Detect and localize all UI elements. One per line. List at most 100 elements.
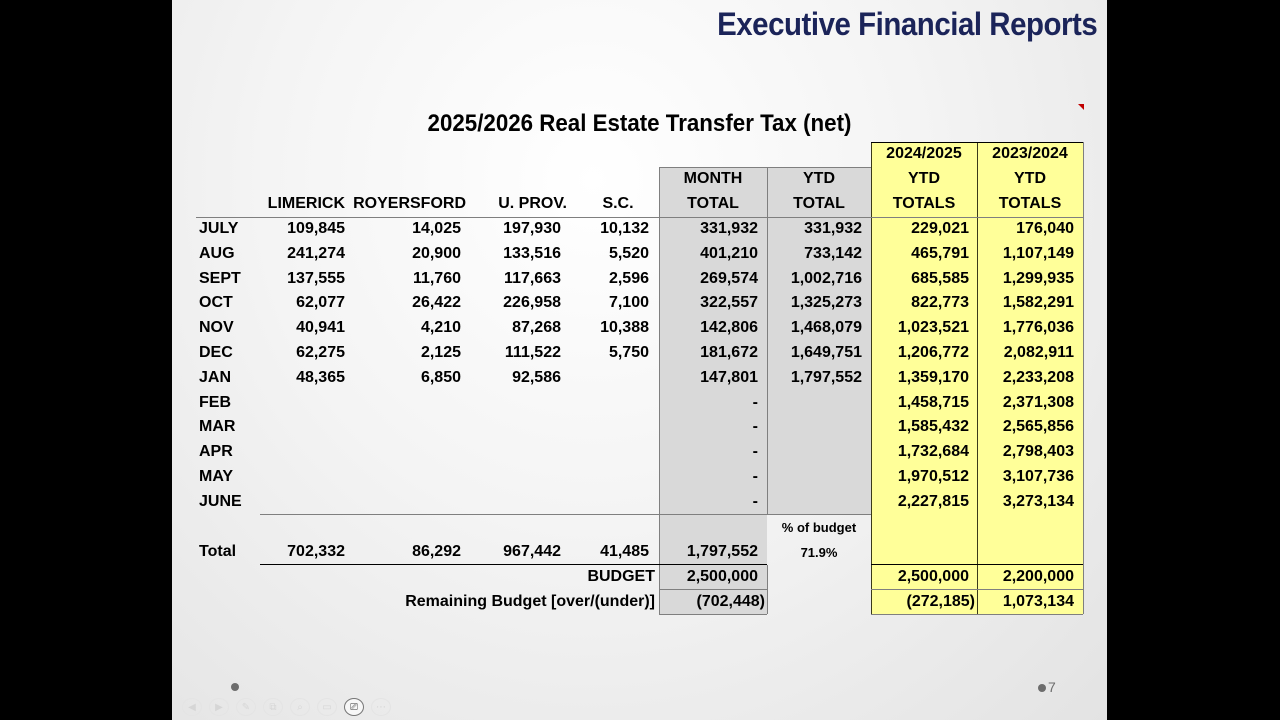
border bbox=[767, 565, 768, 614]
border bbox=[977, 142, 978, 614]
next-slide-button[interactable]: ▶ bbox=[209, 698, 229, 716]
cell-ytd-total bbox=[767, 465, 862, 490]
cell-ytd-total: 1,797,552 bbox=[790, 368, 862, 386]
cell-sc: 10,132 bbox=[600, 220, 649, 237]
cell-ytd-2425: 822,773 bbox=[911, 294, 969, 312]
remaining-month-total: (702,448) bbox=[696, 593, 766, 610]
header-limerick: LIMERICK bbox=[267, 195, 345, 212]
cell-limerick: 40,941 bbox=[296, 319, 345, 337]
total-label: Total bbox=[199, 543, 237, 560]
budget-label: BUDGET bbox=[587, 568, 655, 585]
cell-royersford bbox=[345, 440, 461, 465]
cell-month-total: - bbox=[752, 468, 758, 485]
header-month-total-1: MONTH bbox=[683, 170, 743, 187]
cell-uprov: 117,663 bbox=[504, 269, 561, 287]
cell-sc bbox=[570, 391, 649, 416]
cell-ytd-total: 1,468,079 bbox=[790, 319, 862, 337]
cell-uprov: 226,958 bbox=[503, 294, 561, 312]
cell-month: JUNE bbox=[199, 492, 242, 510]
cell-royersford bbox=[345, 490, 461, 515]
border bbox=[871, 142, 872, 614]
cell-ytd-2425: 1,458,715 bbox=[897, 393, 969, 411]
table-title: 2025/2026 Real Estate Transfer Tax (net) bbox=[427, 110, 852, 137]
cell-limerick bbox=[250, 490, 345, 515]
zoom-button[interactable]: ⌕ bbox=[290, 698, 310, 716]
cell-royersford: 26,422 bbox=[412, 294, 461, 312]
cell-royersford bbox=[345, 465, 461, 490]
cell-ytd-2324: 2,371,308 bbox=[1002, 393, 1074, 411]
cell-ytd-total: 331,932 bbox=[804, 220, 862, 237]
cell-month-total: 147,801 bbox=[700, 368, 758, 386]
header-2425-1: 2024/2025 bbox=[886, 145, 962, 162]
header-divider bbox=[196, 217, 1083, 218]
cell-ytd-2324: 2,233,208 bbox=[1002, 368, 1074, 386]
cell-uprov: 197,930 bbox=[503, 220, 561, 237]
cell-uprov: 111,522 bbox=[504, 344, 561, 361]
cell-royersford: 11,760 bbox=[412, 269, 461, 287]
cell-ytd-total: 1,649,751 bbox=[790, 344, 862, 361]
cell-ytd-total bbox=[767, 415, 862, 440]
cell-ytd-total: 1,002,716 bbox=[790, 269, 862, 287]
cell-royersford: 20,900 bbox=[412, 244, 461, 262]
cell-uprov: 87,268 bbox=[512, 319, 561, 337]
page-marker-dot bbox=[1038, 684, 1046, 692]
cell-royersford: 6,850 bbox=[420, 368, 461, 386]
header-2324-1: 2023/2024 bbox=[992, 145, 1068, 162]
cell-uprov bbox=[466, 415, 561, 440]
subtitles-button[interactable]: ▭ bbox=[317, 698, 337, 716]
cell-limerick: 137,555 bbox=[287, 269, 345, 287]
copy-button[interactable]: ⧉ bbox=[263, 698, 283, 716]
cell-ytd-2324: 3,107,736 bbox=[1002, 468, 1074, 485]
cell-month-total: 401,210 bbox=[700, 244, 758, 262]
cell-ytd-2324: 3,273,134 bbox=[1002, 492, 1074, 510]
cell-royersford bbox=[345, 415, 461, 440]
budget-2425: 2,500,000 bbox=[897, 568, 969, 585]
cell-month-total: 181,672 bbox=[700, 344, 758, 361]
border bbox=[659, 614, 767, 615]
cell-month: JAN bbox=[199, 368, 232, 386]
cell-ytd-2324: 1,582,291 bbox=[1002, 294, 1074, 312]
pen-tool-button[interactable]: ✎ bbox=[236, 698, 256, 716]
header-2425-3: TOTALS bbox=[892, 195, 956, 212]
camera-button[interactable]: ⎚ bbox=[344, 698, 364, 716]
cell-uprov bbox=[466, 391, 561, 416]
cell-month-total: - bbox=[752, 418, 758, 436]
ytd-2324-column-fill bbox=[977, 142, 1083, 614]
cell-month: MAR bbox=[199, 418, 236, 436]
total-uprov: 967,442 bbox=[503, 543, 561, 560]
slide-marker-dot bbox=[231, 683, 239, 691]
cell-ytd-2425: 465,791 bbox=[911, 244, 969, 262]
cell-royersford: 2,125 bbox=[420, 344, 461, 361]
header-2324-3: TOTALS bbox=[998, 195, 1062, 212]
cell-limerick bbox=[250, 465, 345, 490]
cell-sc bbox=[570, 440, 649, 465]
cell-month: FEB bbox=[199, 393, 231, 411]
cell-royersford: 14,025 bbox=[412, 220, 461, 237]
cell-sc: 2,596 bbox=[608, 269, 649, 287]
border bbox=[659, 589, 767, 590]
percent-of-budget-value: 71.9% bbox=[800, 545, 838, 560]
cell-ytd-total bbox=[767, 391, 862, 416]
cell-month: JULY bbox=[199, 220, 239, 237]
cell-ytd-2425: 1,023,521 bbox=[897, 319, 969, 337]
cell-limerick: 62,077 bbox=[296, 294, 345, 312]
remaining-label: Remaining Budget [over/(under)] bbox=[405, 593, 655, 610]
cell-month-total: 331,932 bbox=[700, 220, 758, 237]
cell-month-total: 322,557 bbox=[700, 294, 758, 312]
cell-month: MAY bbox=[199, 468, 234, 485]
cell-month: OCT bbox=[199, 294, 233, 312]
more-options-button[interactable]: ⋯ bbox=[371, 698, 391, 716]
cell-limerick: 109,845 bbox=[287, 220, 345, 237]
cell-month: DEC bbox=[199, 344, 233, 361]
cell-month: AUG bbox=[199, 244, 235, 262]
cell-ytd-2324: 1,299,935 bbox=[1002, 269, 1074, 287]
border bbox=[871, 614, 1083, 615]
cell-month-total: 269,574 bbox=[700, 269, 758, 287]
previous-slide-button[interactable]: ◀ bbox=[182, 698, 202, 716]
cell-limerick bbox=[250, 415, 345, 440]
ytd-total-column-fill bbox=[767, 167, 871, 515]
cell-sc bbox=[570, 490, 649, 515]
border bbox=[659, 167, 660, 614]
cell-ytd-2425: 2,227,815 bbox=[897, 492, 969, 510]
budget-2324: 2,200,000 bbox=[1002, 568, 1074, 585]
